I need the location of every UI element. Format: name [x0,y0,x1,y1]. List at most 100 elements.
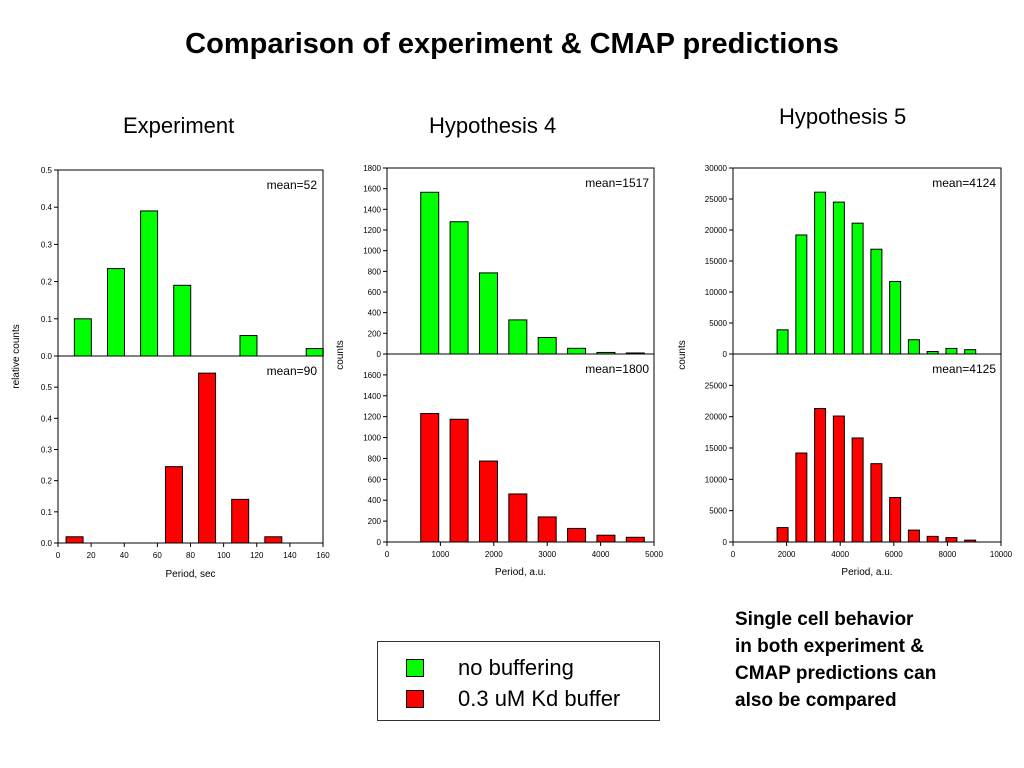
histogram-bar [945,347,958,355]
x-tick-label: 4000 [592,550,610,559]
y-tick-label: 1800 [363,164,381,173]
histogram-bar [795,452,808,543]
histogram-bar [814,191,827,355]
y-tick-label: 1000 [363,434,381,443]
histogram-bar [870,463,883,543]
y-tick-label: 0 [377,350,382,359]
y-tick-label: 0.1 [41,508,53,517]
histogram-bar [420,191,440,355]
legend-item-buffer: 0.3 uM Kd buffer [406,685,620,713]
histogram-bar [870,248,883,355]
x-tick-label: 4000 [831,550,849,559]
histogram-bar [164,466,183,544]
y-tick-label: 1400 [363,392,381,401]
y-tick-label: 0.0 [41,539,53,548]
y-axis-label: relative counts [11,324,22,388]
y-tick-label: 5000 [709,319,727,328]
y-tick-label: 200 [368,329,382,338]
histogram-bar [596,534,616,543]
histogram-bar [851,222,864,355]
legend: no buffering 0.3 uM Kd buffer [377,641,660,721]
y-tick-label: 1000 [363,247,381,256]
histogram-bar [907,339,920,355]
histogram-bar [449,418,469,543]
y-tick-label: 15000 [705,257,728,266]
plot-frame [386,167,655,543]
x-tick-label: 6000 [885,550,903,559]
legend-label-buffer: 0.3 uM Kd buffer [458,686,621,711]
y-tick-label: 10000 [705,475,728,484]
histogram-bar [73,318,92,357]
y-tick-label: 1600 [363,371,381,380]
chart-title-hypothesis-5: Hypothesis 5 [779,104,907,129]
y-tick-label: 15000 [705,444,728,453]
histogram-bar [926,535,939,543]
histogram-bar [198,372,217,544]
y-tick-label: 0 [723,350,728,359]
x-tick-label: 100 [217,551,231,560]
x-tick-label: 60 [153,551,162,560]
y-tick-label: 0.3 [41,446,53,455]
x-tick-label: 3000 [538,550,556,559]
y-tick-label: 1600 [363,185,381,194]
y-tick-label: 20000 [705,413,728,422]
histogram-bar [964,349,977,355]
histogram-bar [832,415,845,543]
mean-annotation: mean=90 [267,364,318,378]
x-tick-label: 1000 [432,550,450,559]
x-tick-label: 0 [56,551,61,560]
mean-annotation: mean=4124 [932,176,996,190]
histogram-bar [537,516,557,543]
histogram-bar [776,329,789,355]
histogram-bar [907,529,920,543]
histogram-bar [567,527,587,543]
x-tick-label: 0 [731,550,736,559]
y-tick-label: 30000 [705,164,728,173]
y-axis-label: counts [677,340,688,369]
legend-label-no-buffering: no buffering [458,655,574,680]
legend-item-no-buffering: no buffering [406,654,574,682]
y-tick-label: 0.5 [41,383,53,392]
histogram-bar [889,497,902,543]
histogram-bar [305,348,324,357]
y-tick-label: 0.4 [41,203,53,212]
x-tick-label: 5000 [645,550,663,559]
histogram-bar [508,493,528,543]
y-tick-label: 5000 [709,507,727,516]
legend-swatch-red [406,690,424,708]
histogram-bar [478,460,498,543]
y-tick-label: 0.3 [41,240,53,249]
histogram-bar [173,284,192,357]
y-tick-label: 20000 [705,226,728,235]
y-tick-label: 0.4 [41,414,53,423]
y-tick-label: 800 [368,454,382,463]
y-tick-label: 600 [368,288,382,297]
histogram-bar [449,221,469,355]
histogram-bar [625,536,645,543]
y-tick-label: 1400 [363,205,381,214]
x-tick-label: 8000 [939,550,957,559]
y-tick-label: 400 [368,309,382,318]
legend-swatch-green [406,659,424,677]
x-tick-label: 140 [283,551,297,560]
histogram-bar [420,413,440,543]
x-tick-label: 20 [87,551,96,560]
histogram-bar [508,319,528,355]
histogram-bar [889,280,902,355]
x-tick-label: 40 [120,551,129,560]
histogram-bar [776,527,789,543]
mean-annotation: mean=1517 [585,176,649,190]
histogram-bar [795,234,808,355]
y-tick-label: 0.2 [41,278,53,287]
histogram-bar [814,408,827,543]
y-tick-label: 200 [368,517,382,526]
histogram-bar [106,268,125,357]
histogram-bar [537,336,557,355]
histogram-bar [264,536,283,544]
x-tick-label: 160 [316,551,330,560]
x-axis-label: Period, sec [165,569,215,580]
x-tick-label: 2000 [778,550,796,559]
y-tick-label: 0.2 [41,477,53,486]
y-tick-label: 10000 [705,288,728,297]
